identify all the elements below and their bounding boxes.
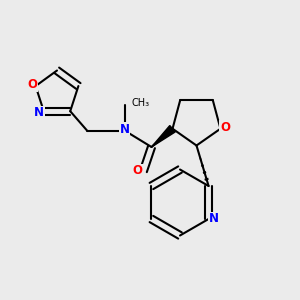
- Text: N: N: [209, 212, 219, 226]
- Polygon shape: [152, 126, 175, 147]
- Text: O: O: [132, 164, 142, 178]
- Text: O: O: [28, 78, 38, 91]
- Text: O: O: [220, 121, 230, 134]
- Text: CH₃: CH₃: [132, 98, 150, 109]
- Text: N: N: [119, 122, 130, 136]
- Text: N: N: [34, 106, 44, 119]
